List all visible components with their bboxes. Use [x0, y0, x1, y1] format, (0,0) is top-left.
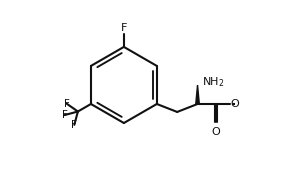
- Text: NH$_2$: NH$_2$: [202, 75, 225, 89]
- Text: O: O: [231, 99, 239, 109]
- Text: F: F: [71, 120, 77, 130]
- Text: F: F: [62, 110, 67, 120]
- Text: O: O: [212, 127, 220, 137]
- Text: F: F: [121, 23, 127, 33]
- Text: F: F: [64, 99, 69, 109]
- Polygon shape: [196, 85, 199, 104]
